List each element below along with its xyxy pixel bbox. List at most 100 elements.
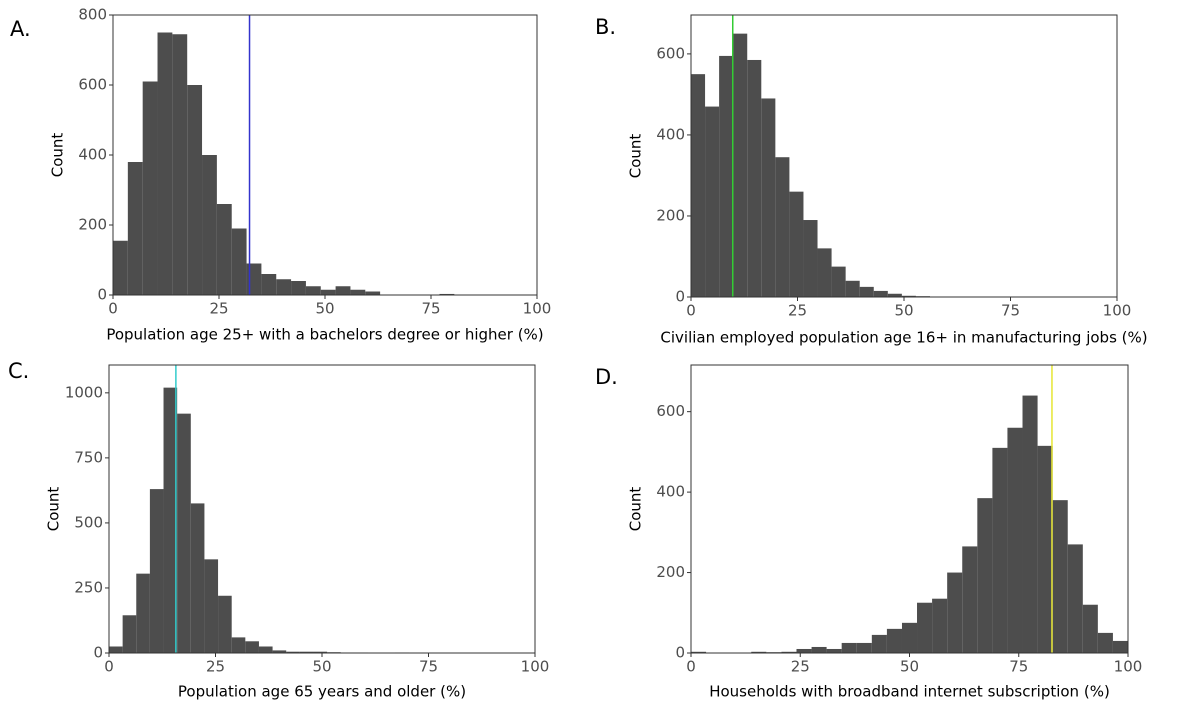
bar xyxy=(286,651,300,653)
bar xyxy=(761,98,776,297)
bar xyxy=(871,634,887,653)
x-tick-label: 100 xyxy=(521,658,550,676)
bar xyxy=(187,85,203,295)
x-tick-label: 0 xyxy=(686,302,696,320)
bar xyxy=(992,447,1008,653)
bar xyxy=(901,622,918,653)
bar xyxy=(218,595,232,653)
bar xyxy=(276,279,292,295)
y-tick-label: 600 xyxy=(78,76,107,94)
x-tick-label: 0 xyxy=(104,658,114,676)
bar xyxy=(1007,427,1023,653)
x-tick-label: 50 xyxy=(315,300,334,318)
x-tick-label: 75 xyxy=(421,300,440,318)
y-tick-label: 200 xyxy=(656,563,685,581)
panel-label: A. xyxy=(10,17,31,41)
x-axis-label: Civilian employed population age 16+ in … xyxy=(660,329,1147,347)
bar xyxy=(365,291,381,295)
x-tick-label: 50 xyxy=(312,658,331,676)
bar xyxy=(817,248,832,297)
x-tick-label: 25 xyxy=(206,658,225,676)
y-axis-label: Count xyxy=(627,487,645,532)
bar xyxy=(313,651,328,653)
y-tick-label: 0 xyxy=(675,288,685,306)
y-tick-label: 600 xyxy=(656,402,685,420)
bar xyxy=(691,651,707,653)
bar xyxy=(781,651,797,653)
y-tick-label: 400 xyxy=(656,125,685,143)
y-tick-label: 1000 xyxy=(65,383,103,401)
bar xyxy=(172,34,188,295)
bar xyxy=(886,628,902,653)
x-tick-label: 50 xyxy=(894,302,913,320)
bar xyxy=(261,274,277,295)
x-axis-label: Households with broadband internet subsc… xyxy=(709,683,1110,701)
bar xyxy=(231,228,247,295)
bar xyxy=(149,489,164,653)
x-tick-label: 25 xyxy=(788,302,807,320)
y-tick-label: 500 xyxy=(74,513,103,531)
bar xyxy=(231,637,246,653)
bar xyxy=(887,293,902,297)
bar xyxy=(350,289,366,295)
bar xyxy=(775,157,790,297)
bar xyxy=(127,162,143,295)
bar xyxy=(439,293,455,295)
y-tick-label: 800 xyxy=(78,6,107,24)
y-axis-label: Count xyxy=(627,134,645,179)
x-tick-label: 100 xyxy=(1114,658,1143,676)
bar xyxy=(789,191,804,297)
x-axis-label: Population age 25+ with a bachelors degr… xyxy=(106,326,543,344)
bar xyxy=(190,503,205,653)
x-tick-label: 75 xyxy=(1009,658,1028,676)
x-tick-label: 50 xyxy=(900,658,919,676)
y-tick-label: 0 xyxy=(675,644,685,662)
bar xyxy=(901,295,916,297)
x-tick-label: 25 xyxy=(209,300,228,318)
y-tick-label: 750 xyxy=(74,448,103,466)
y-tick-label: 250 xyxy=(74,578,103,596)
x-tick-label: 75 xyxy=(419,658,438,676)
bar xyxy=(122,615,137,653)
bar xyxy=(177,413,191,653)
bar xyxy=(258,646,273,653)
bar xyxy=(157,32,173,295)
bar xyxy=(299,651,314,653)
x-tick-label: 100 xyxy=(523,300,552,318)
bar xyxy=(691,74,706,297)
bar xyxy=(947,572,963,653)
bar xyxy=(272,650,287,653)
bar xyxy=(845,280,860,297)
x-tick-label: 100 xyxy=(1103,302,1132,320)
bar xyxy=(841,642,857,653)
y-tick-label: 400 xyxy=(78,146,107,164)
bar xyxy=(245,641,259,653)
bar xyxy=(113,240,128,295)
bar xyxy=(917,602,933,653)
bar xyxy=(109,646,123,653)
bar xyxy=(305,286,321,295)
bar xyxy=(202,155,217,295)
y-tick-label: 200 xyxy=(78,216,107,234)
bar xyxy=(1112,640,1128,653)
bar xyxy=(163,387,178,653)
bar xyxy=(873,290,888,297)
x-axis-label: Population age 65 years and older (%) xyxy=(178,683,466,701)
bar xyxy=(335,286,351,295)
bar xyxy=(796,648,812,653)
bar xyxy=(204,559,219,653)
bar xyxy=(136,573,150,653)
bar xyxy=(291,281,306,295)
bar xyxy=(320,289,336,295)
y-tick-label: 400 xyxy=(656,483,685,501)
y-axis-label: Count xyxy=(49,133,67,178)
bar xyxy=(1037,445,1053,653)
bar xyxy=(803,220,818,297)
bar xyxy=(1052,500,1068,653)
bar xyxy=(856,642,872,653)
panel-label: C. xyxy=(8,359,29,383)
bar xyxy=(1082,604,1098,653)
bar xyxy=(1022,395,1038,653)
bar xyxy=(142,81,158,295)
bar xyxy=(826,648,842,653)
